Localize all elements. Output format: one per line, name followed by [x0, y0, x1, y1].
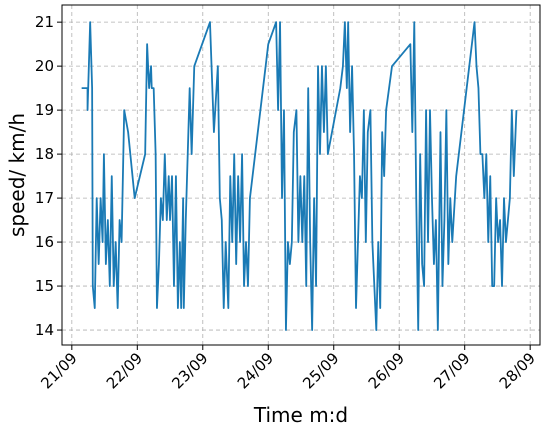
x-axis-label: Time m:d [253, 403, 348, 427]
y-tick-label: 14 [35, 321, 54, 339]
x-tick-label: 27/09 [430, 349, 473, 392]
x-tick-label: 22/09 [103, 349, 146, 392]
x-tick-label: 25/09 [299, 349, 342, 392]
plot-frame [61, 4, 541, 346]
y-tick-label: 16 [35, 233, 54, 251]
y-tick-label: 18 [35, 145, 54, 163]
y-tick-label: 15 [35, 277, 54, 295]
y-tick-label: 21 [35, 13, 54, 31]
y-tick-label: 19 [35, 101, 54, 119]
y-axis-label: speed/ km/h [5, 113, 29, 237]
x-tick-label: 23/09 [168, 349, 211, 392]
x-tick-label: 28/09 [496, 349, 539, 392]
y-tick-label: 20 [35, 57, 54, 75]
line [81, 21, 518, 331]
x-tick-label: 26/09 [365, 349, 408, 392]
x-tick-label: 24/09 [234, 349, 277, 392]
x-tick-label: 21/09 [37, 349, 80, 392]
y-tick-label: 17 [35, 189, 54, 207]
